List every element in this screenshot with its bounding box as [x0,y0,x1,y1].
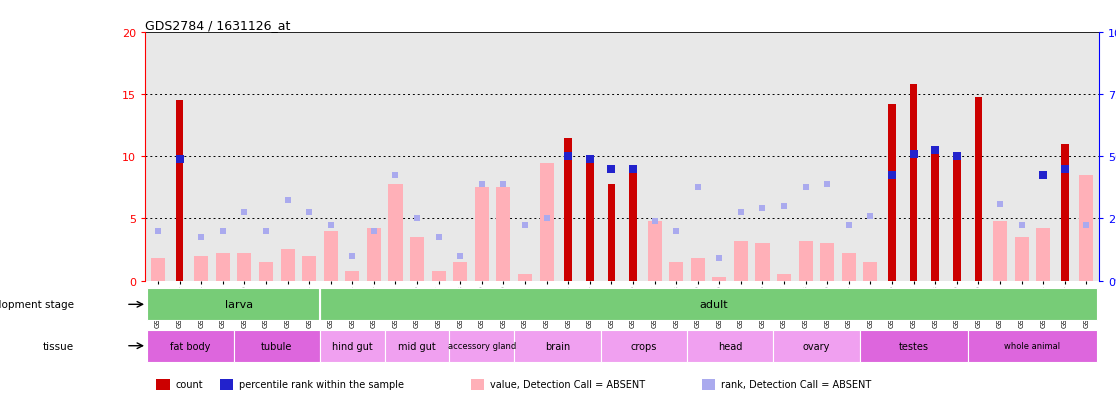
Bar [388,184,403,281]
Text: value, Detection Call = ABSENT: value, Detection Call = ABSENT [490,380,645,389]
Bar [647,221,662,281]
Text: brain: brain [545,341,570,351]
Bar [974,97,982,281]
Text: tubule: tubule [261,341,292,351]
Bar [820,244,835,281]
Bar [734,241,748,281]
Bar [453,262,468,281]
Bar [385,330,450,362]
Text: whole animal: whole animal [1004,342,1060,350]
Bar [1061,145,1069,281]
Bar [607,184,615,281]
Text: head: head [718,341,742,351]
Bar [773,330,859,362]
Bar [410,237,424,281]
Bar [233,330,320,362]
Text: mid gut: mid gut [398,341,436,351]
Text: development stage: development stage [0,299,74,310]
Bar [993,221,1007,281]
Text: GDS2784 / 1631126_at: GDS2784 / 1631126_at [145,19,290,32]
Bar [320,330,385,362]
Bar [1036,229,1050,281]
Bar [859,330,968,362]
Bar [600,330,687,362]
Bar [345,271,359,281]
Bar [194,256,209,281]
Bar [629,169,637,281]
Bar [953,154,961,281]
Bar [864,262,877,281]
Bar [514,330,600,362]
Bar [175,101,183,281]
Bar [1014,237,1029,281]
Bar [968,330,1097,362]
Text: percentile rank within the sample: percentile rank within the sample [239,380,404,389]
Text: tissue: tissue [42,341,74,351]
Bar [670,262,683,281]
Bar [238,254,251,281]
Bar [777,275,791,281]
Text: ovary: ovary [802,341,830,351]
Bar [302,256,316,281]
Text: rank, Detection Call = ABSENT: rank, Detection Call = ABSENT [721,380,872,389]
Bar [215,254,230,281]
Bar [450,330,514,362]
Bar [518,275,532,281]
Bar [712,277,727,281]
Text: larva: larva [225,299,253,310]
Bar [841,254,856,281]
Bar [910,85,917,281]
Bar [324,231,338,281]
Bar [799,241,812,281]
Text: adult: adult [700,299,729,310]
Bar [691,259,704,281]
Text: crops: crops [631,341,657,351]
Text: hind gut: hind gut [331,341,373,351]
Text: count: count [175,380,203,389]
Bar [756,244,770,281]
Bar [932,151,939,281]
Bar [540,163,554,281]
Bar [259,262,273,281]
Bar [1079,176,1094,281]
Bar [280,250,295,281]
Bar [474,188,489,281]
Bar [497,188,510,281]
Bar [147,330,233,362]
Bar [687,330,773,362]
Text: accessory gland: accessory gland [448,342,516,350]
Text: testes: testes [898,341,929,351]
Bar [565,138,573,281]
Bar [367,229,381,281]
Bar [151,259,165,281]
Bar [586,163,594,281]
Bar [147,289,320,320]
Text: fat body: fat body [171,341,211,351]
Bar [888,105,896,281]
Bar [432,271,445,281]
Bar [320,289,1097,320]
